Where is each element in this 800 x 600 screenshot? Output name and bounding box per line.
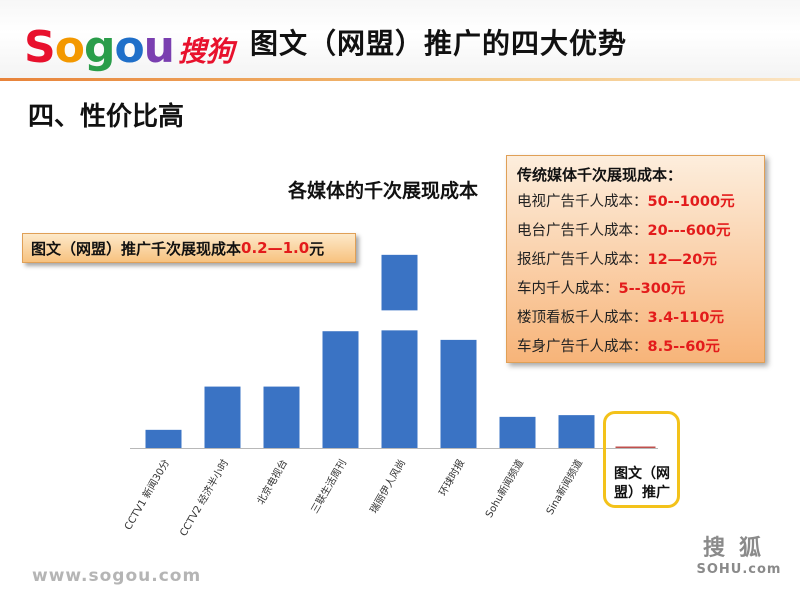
bar (499, 416, 536, 448)
bar (558, 415, 595, 448)
footer-url: www.sogou.com (32, 566, 202, 586)
highlighted-category-label: 图文（网盟）推广 (606, 465, 678, 503)
logo-letter: S (24, 22, 56, 73)
bar (263, 386, 300, 448)
callout-highlight: 0.2—1.0 (241, 239, 310, 257)
chart-title: 各媒体的千次展现成本 (288, 180, 479, 202)
logo-letter: g (83, 22, 115, 73)
bar (145, 429, 182, 448)
logo-letter: o (54, 22, 85, 73)
sogou-logo: Sogou 搜狗 (24, 16, 234, 70)
x-tick-label: 环球时报 (436, 457, 467, 498)
x-tick-label: Sohu新闻频道 (482, 457, 526, 520)
cost-item-label: 楼顶看板千人成本： (517, 310, 648, 326)
callout-prefix: 图文（网盟）推广千次展现成本 (31, 239, 242, 258)
cost-item-value: 3.4-110元 (647, 310, 724, 326)
x-tick-label: 北京电视台 (254, 457, 290, 507)
cost-item-value: 20---600元 (647, 223, 731, 239)
bar (440, 339, 477, 448)
cost-item-value: 12—20元 (647, 252, 717, 268)
bar (615, 446, 656, 448)
traditional-media-cost-box: 传统媒体千次展现成本： 电视广告千人成本：50--1000元 电台广告千人成本：2… (506, 155, 765, 363)
header-divider (0, 78, 800, 81)
cost-item-label: 车身广告千人成本： (517, 339, 648, 355)
cost-item-label: 电视广告千人成本： (517, 194, 648, 210)
page-title: 图文（网盟）推广的四大优势 (250, 27, 628, 60)
cost-callout: 图文（网盟）推广千次展现成本 0.2—1.0 元 (22, 233, 356, 263)
x-tick-label: CCTV1 新闻30分 (121, 457, 172, 532)
x-tick-label: 瑞丽伊人风尚 (367, 457, 408, 515)
header-bar (0, 0, 800, 80)
bar-break-segment (381, 254, 418, 311)
cost-box-title: 传统媒体千次展现成本： (517, 166, 683, 184)
cost-list: 电视广告千人成本：50--1000元 电台广告千人成本：20---600元 报纸广告… (517, 188, 764, 362)
x-tick-label: Sina新闻频道 (543, 457, 585, 517)
cost-item-label: 电台广告千人成本： (517, 223, 648, 239)
cost-item: 车内千人成本：5--300元 (517, 275, 764, 304)
callout-suffix: 元 (309, 239, 325, 258)
cost-item-value: 50--1000元 (647, 194, 735, 210)
logo-cn-text: 搜狗 (178, 35, 235, 68)
section-title: 四、性价比高 (28, 102, 185, 132)
cost-item-value: 8.5--60元 (647, 339, 720, 355)
sohu-logo: 搜狐 SOHU.com (684, 536, 794, 578)
bar (204, 386, 241, 448)
logo-letters: Sogou (24, 26, 175, 70)
bar (322, 331, 359, 448)
bar (381, 330, 418, 448)
cost-item-value: 5--300元 (618, 281, 686, 297)
cost-item: 楼顶看板千人成本：3.4-110元 (517, 304, 764, 333)
highlight-label-line: 图文（网 (614, 466, 670, 482)
highlight-frame (603, 411, 680, 508)
cost-item: 电台广告千人成本：20---600元 (517, 217, 764, 246)
logo-letter: o (114, 22, 144, 73)
cost-item-label: 车内千人成本： (517, 281, 619, 297)
highlight-label-line: 盟）推广 (614, 485, 670, 501)
x-tick-label: 三联生活周刊 (308, 457, 349, 515)
cost-item-label: 报纸广告千人成本： (517, 252, 648, 268)
cost-item: 车身广告千人成本：8.5--60元 (517, 333, 764, 362)
logo-letter: u (143, 22, 175, 73)
x-tick-label: CCTV2 经济半小时 (177, 457, 231, 538)
cost-item: 电视广告千人成本：50--1000元 (517, 188, 764, 217)
sohu-logo-cn: 搜狐 (702, 536, 775, 561)
sohu-logo-en: SOHU.com (696, 562, 782, 577)
cost-item: 报纸广告千人成本：12—20元 (517, 246, 764, 275)
